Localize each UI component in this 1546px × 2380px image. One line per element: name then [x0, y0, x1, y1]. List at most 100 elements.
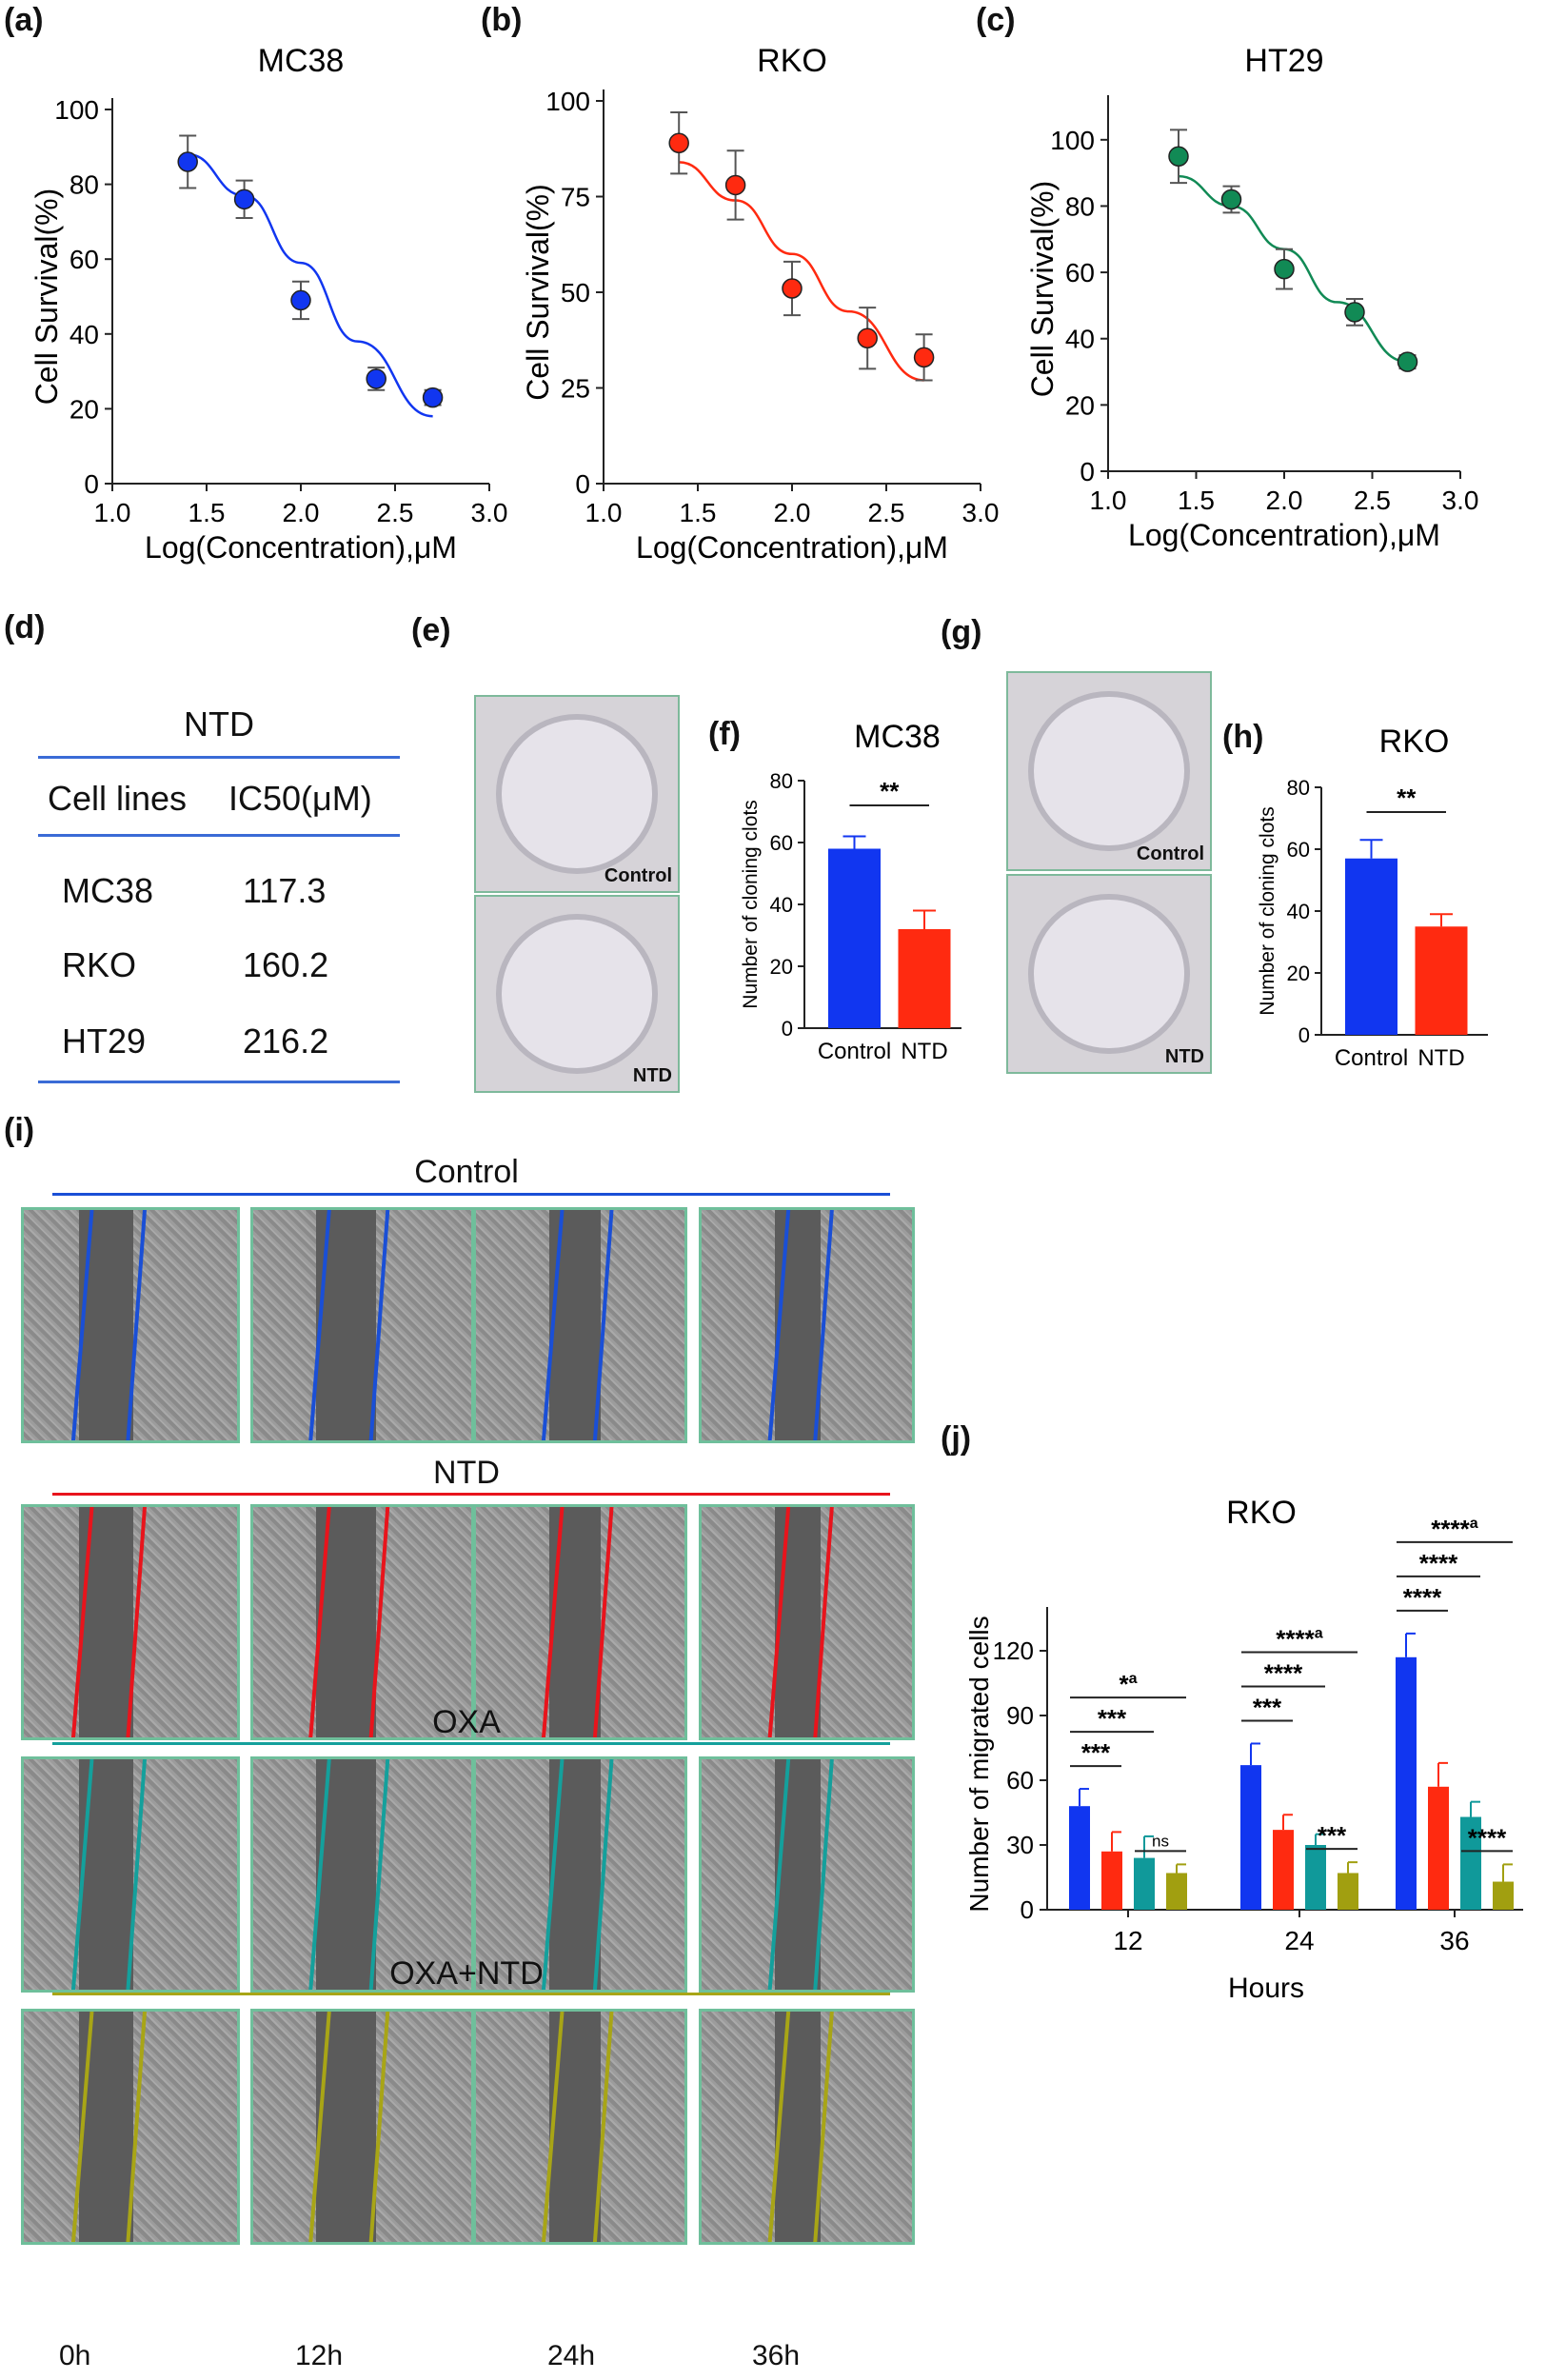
data-point — [1220, 188, 1242, 210]
wound-gap — [775, 2012, 821, 2242]
x-axis-label: Log(Concentration),μM — [636, 530, 948, 565]
cell-layer — [24, 2012, 79, 2242]
data-point — [233, 188, 255, 210]
wound-edge-line — [592, 1759, 614, 1990]
cell-layer — [476, 2012, 549, 2242]
wound-edge-line — [368, 1507, 390, 1737]
chart-title: MC38 — [258, 43, 345, 79]
wound-edges — [541, 1507, 614, 1737]
wound-edges — [541, 2012, 614, 2242]
panel-label-i: (i) — [4, 1112, 35, 1148]
data-point — [422, 387, 444, 408]
wound-edge-line — [767, 1759, 791, 1990]
wound-gap — [775, 1507, 821, 1737]
x-tick-label: 1.0 — [585, 498, 623, 527]
x-tick-label: 1.0 — [1090, 486, 1127, 515]
significance-label: *** — [1253, 1693, 1282, 1721]
cell-layer — [600, 1759, 684, 1990]
y-tick-label: 80 — [69, 170, 99, 200]
chart-title: MC38 — [854, 719, 941, 755]
significance-label: ** — [1397, 783, 1417, 812]
wound-row-rule — [52, 1742, 890, 1745]
chart-title: HT29 — [1244, 43, 1323, 79]
wound-edges — [70, 2012, 147, 2242]
dish-label: Control — [604, 865, 672, 886]
data-point — [1274, 258, 1295, 280]
chart-mc38-cloning: MC38 0 20 40 60 80 Number of cloning clots Cont… — [740, 719, 961, 1064]
wound-edges — [70, 1507, 147, 1737]
wound-edge-line — [70, 1507, 94, 1737]
significance-superscript: a — [1470, 1516, 1478, 1532]
y-axis-label: Cell Survival(%) — [30, 188, 64, 406]
data-point — [366, 368, 386, 389]
y-tick-label: 0 — [1021, 1895, 1034, 1924]
significance-superscript: a — [1129, 1671, 1138, 1687]
panel-label-a: (a) — [4, 2, 44, 38]
bar — [1338, 1873, 1358, 1910]
y-tick-label: 40 — [770, 893, 793, 917]
cell-layer — [476, 1759, 549, 1990]
dish-mc38-control: Control — [474, 695, 680, 893]
cell-layer — [702, 1507, 776, 1737]
wound-edge-line — [368, 2012, 390, 2242]
table-header-rule — [38, 834, 400, 837]
data-point — [1397, 351, 1418, 372]
cell-layer — [376, 2012, 471, 2242]
y-tick-label: 100 — [545, 87, 590, 116]
x-tick-label: 12 — [1113, 1926, 1142, 1955]
wound-edges — [308, 1759, 390, 1990]
significance-label: *** — [1081, 1738, 1111, 1767]
y-tick-label: 80 — [770, 769, 793, 793]
y-tick-label: 60 — [1006, 1766, 1034, 1795]
wound-edge-line — [70, 1759, 94, 1990]
chart-mc38-survival: MC38 0 20 40 60 80 100 1.0 1.5 2.0 2.5 3.0 Log(Conce… — [30, 43, 507, 565]
x-axis-label: Hours — [1228, 1973, 1304, 2004]
wound-edge-line — [592, 1210, 614, 1440]
table-row-ic50: 160.2 — [243, 945, 329, 984]
wound-row-rule — [52, 1993, 890, 1995]
wound-edge-line — [541, 2012, 565, 2242]
dish-label: NTD — [632, 1065, 672, 1086]
y-tick-label: 80 — [1065, 191, 1095, 221]
time-label: 24h — [547, 2340, 596, 2371]
chart-rko-survival: RKO 0 25 50 75 100 1.0 1.5 2.0 2.5 3.0 Log(Concentr… — [521, 43, 999, 565]
x-tick-label: 1.5 — [188, 498, 226, 527]
y-tick-label: 80 — [1287, 776, 1310, 800]
y-tick-label: 0 — [84, 469, 99, 499]
cell-layer — [253, 2012, 316, 2242]
cell-layer — [702, 2012, 776, 2242]
y-tick-label: 20 — [770, 955, 793, 979]
significance-label: ns — [1152, 1832, 1169, 1850]
bar — [1069, 1806, 1090, 1910]
wound-image — [699, 1504, 915, 1740]
y-axis-label: Number of migrated cells — [964, 1616, 994, 1912]
wound-edges — [767, 2012, 834, 2242]
cell-layer — [476, 1210, 549, 1440]
cell-layer — [133, 2012, 237, 2242]
wound-edges — [70, 1759, 147, 1990]
bar — [1134, 1857, 1155, 1910]
chart-rko-cloning: RKO 0 20 40 60 80 Number of cloning clots Contr… — [1257, 724, 1488, 1071]
data-point — [290, 289, 311, 311]
wound-edge-line — [592, 2012, 614, 2242]
wound-image — [473, 2009, 687, 2245]
x-tick-label: 2.5 — [868, 498, 905, 527]
wound-edge-line — [126, 1759, 147, 1990]
x-tick-label: 1.0 — [94, 498, 131, 527]
wound-edge-line — [308, 1210, 331, 1440]
y-axis-label: Cell Survival(%) — [1025, 181, 1060, 398]
bar — [1240, 1765, 1261, 1910]
wound-image — [21, 1504, 240, 1740]
y-tick-label: 90 — [1006, 1701, 1034, 1730]
cell-layer — [820, 1210, 912, 1440]
dish-label: Control — [1136, 843, 1204, 864]
table-row-cell: RKO — [62, 945, 137, 984]
x-tick-label: 1.5 — [680, 498, 717, 527]
y-tick-label: 60 — [69, 245, 99, 274]
wound-image — [250, 1756, 474, 1993]
significance-label: *a — [1119, 1670, 1137, 1698]
x-axis-label: Log(Concentration),μM — [145, 530, 457, 565]
panel-label-b: (b) — [481, 2, 523, 38]
bar — [1345, 858, 1397, 1035]
time-label: 0h — [59, 2340, 91, 2371]
